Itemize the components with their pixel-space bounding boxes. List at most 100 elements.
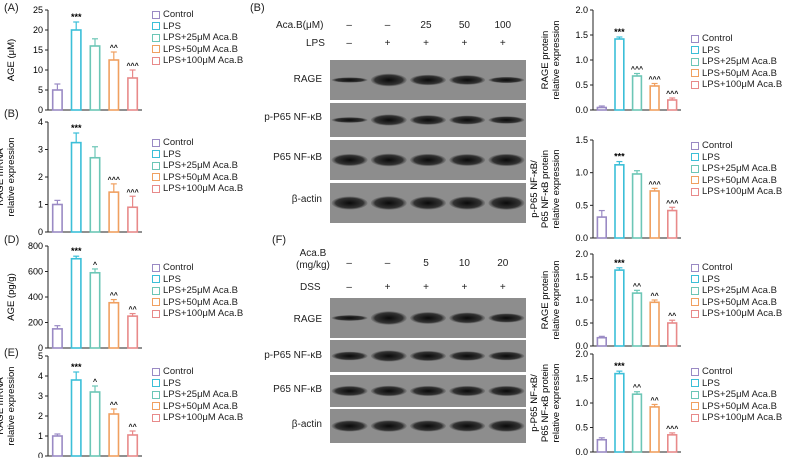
legend-swatch: [152, 56, 160, 65]
chart-b-p65-ratio: p-P65 NF-κB/P65 NF-κB protein relative ex…: [529, 135, 681, 243]
significance-label: ***: [71, 362, 82, 372]
y-axis-label: relative expression: [6, 366, 17, 445]
bar: [127, 315, 139, 349]
bar: [127, 434, 139, 457]
legend-label: LPS+25μM Aca.B: [163, 32, 238, 43]
y-tick-label: 0: [38, 227, 43, 237]
blot-b-inducer-label: LPS: [306, 38, 325, 49]
bar: [89, 271, 101, 349]
condition-value: 5: [423, 258, 429, 269]
legend-swatch: [152, 402, 160, 411]
y-tick-label: 0: [38, 105, 43, 115]
condition-value: +: [461, 282, 468, 293]
blot-band: [331, 315, 368, 321]
condition-value: 50: [458, 20, 470, 31]
legend-swatch: [152, 22, 160, 31]
legend-item: Control: [691, 366, 782, 378]
legend-item: LPS: [691, 152, 782, 164]
blot-band: [449, 154, 486, 166]
bar: [614, 269, 625, 347]
y-tick-label: 0.5: [575, 80, 588, 90]
blot-band: [449, 420, 486, 432]
condition-value: 25: [420, 20, 432, 31]
significance-label: ^^^: [666, 90, 678, 98]
bar: [649, 301, 660, 347]
legend-item: LPS+100μM Aca.B: [691, 412, 782, 424]
legend-item: Control: [152, 9, 243, 21]
legend-swatch: [152, 309, 160, 318]
bar: [649, 190, 660, 239]
y-tick-label: 10: [33, 65, 43, 75]
bar: [51, 203, 63, 233]
blot-band: [370, 350, 407, 362]
legend-label: LPS+25μM Aca.B: [163, 285, 238, 296]
legend-item: LPS: [152, 149, 243, 161]
significance-label: ^^: [129, 423, 137, 431]
blot-band: [409, 74, 447, 86]
blot-band: [488, 76, 525, 84]
legend-swatch: [152, 10, 160, 19]
y-tick-label: 800: [28, 241, 43, 251]
significance-label: ^^: [668, 312, 676, 320]
y-tick-label: 1.0: [575, 295, 588, 305]
blot-band: [409, 350, 447, 362]
condition-value: –: [346, 20, 352, 31]
bar: [649, 406, 660, 453]
legend-label: Control: [702, 140, 733, 151]
significance-label: ^^: [110, 44, 118, 52]
bar: [51, 435, 63, 457]
y-tick-label: 0.0: [575, 341, 588, 351]
bar: [631, 292, 643, 347]
y-axis-label: relative expression: [551, 363, 562, 442]
y-tick-label: 2.0: [575, 5, 588, 15]
bar: [127, 77, 139, 111]
y-axis-label: relative expression: [551, 260, 562, 339]
blot-band: [370, 420, 407, 432]
legend-swatch: [691, 275, 699, 284]
y-axis-label: RAGE mRNA: [0, 148, 6, 206]
condition-value: –: [384, 258, 391, 269]
legend-swatch: [691, 367, 699, 376]
legend-swatch: [152, 379, 160, 388]
blot-b-row-label-pp65: p-P65 NF-κB: [264, 112, 322, 123]
significance-label: ^^: [110, 292, 118, 300]
legend-item: LPS+25μM Aca.B: [691, 389, 782, 401]
blot-b-row-label-p65: P65 NF-κB: [273, 152, 322, 163]
condition-value: –: [346, 258, 352, 269]
legend-label: LPS+25μM Aca.B: [702, 163, 777, 174]
significance-label: ^^^: [108, 176, 120, 184]
y-tick-label: 0: [38, 451, 43, 458]
condition-value: 10: [458, 258, 470, 269]
blot-f-row-label-rage: RAGE: [293, 314, 322, 325]
y-tick-label: 5: [38, 351, 43, 361]
legend-item: LPS+25μM Aca.B: [152, 32, 243, 44]
blot-band: [331, 351, 368, 361]
blot-band: [331, 77, 368, 83]
legend-item: LPS: [152, 378, 243, 390]
bar: [667, 434, 678, 453]
legend-label: Control: [702, 262, 733, 273]
bar: [51, 89, 63, 111]
significance-label: ^^^: [126, 62, 138, 70]
legend-swatch: [691, 286, 699, 295]
blot-f-row-label-pp65: p-P65 NF-κB: [264, 350, 322, 361]
legend-item: LPS+50μM Aca.B: [691, 68, 782, 80]
legend-item: LPS+100μM Aca.B: [152, 308, 243, 320]
significance-label: ^^^: [631, 66, 643, 74]
y-tick-label: 0.5: [575, 200, 588, 210]
legend-item: LPS: [152, 274, 243, 286]
blot-b-pp65: [330, 103, 526, 137]
legend-label: LPS: [163, 377, 181, 389]
legend-swatch: [152, 184, 160, 193]
y-axis-label: P65 NF-κB protein: [540, 364, 551, 442]
y-tick-label: 400: [28, 292, 43, 302]
y-tick-label: 2.0: [575, 349, 588, 359]
blot-b-rage: [330, 60, 526, 100]
y-tick-label: 2: [38, 411, 43, 421]
legend-item: LPS+25μM Aca.B: [152, 389, 243, 401]
legend-swatch: [691, 153, 699, 162]
blot-band: [449, 312, 486, 324]
legend-swatch: [691, 69, 699, 78]
bar: [649, 85, 660, 111]
blot-b-row-label-rage: RAGE: [293, 74, 322, 85]
